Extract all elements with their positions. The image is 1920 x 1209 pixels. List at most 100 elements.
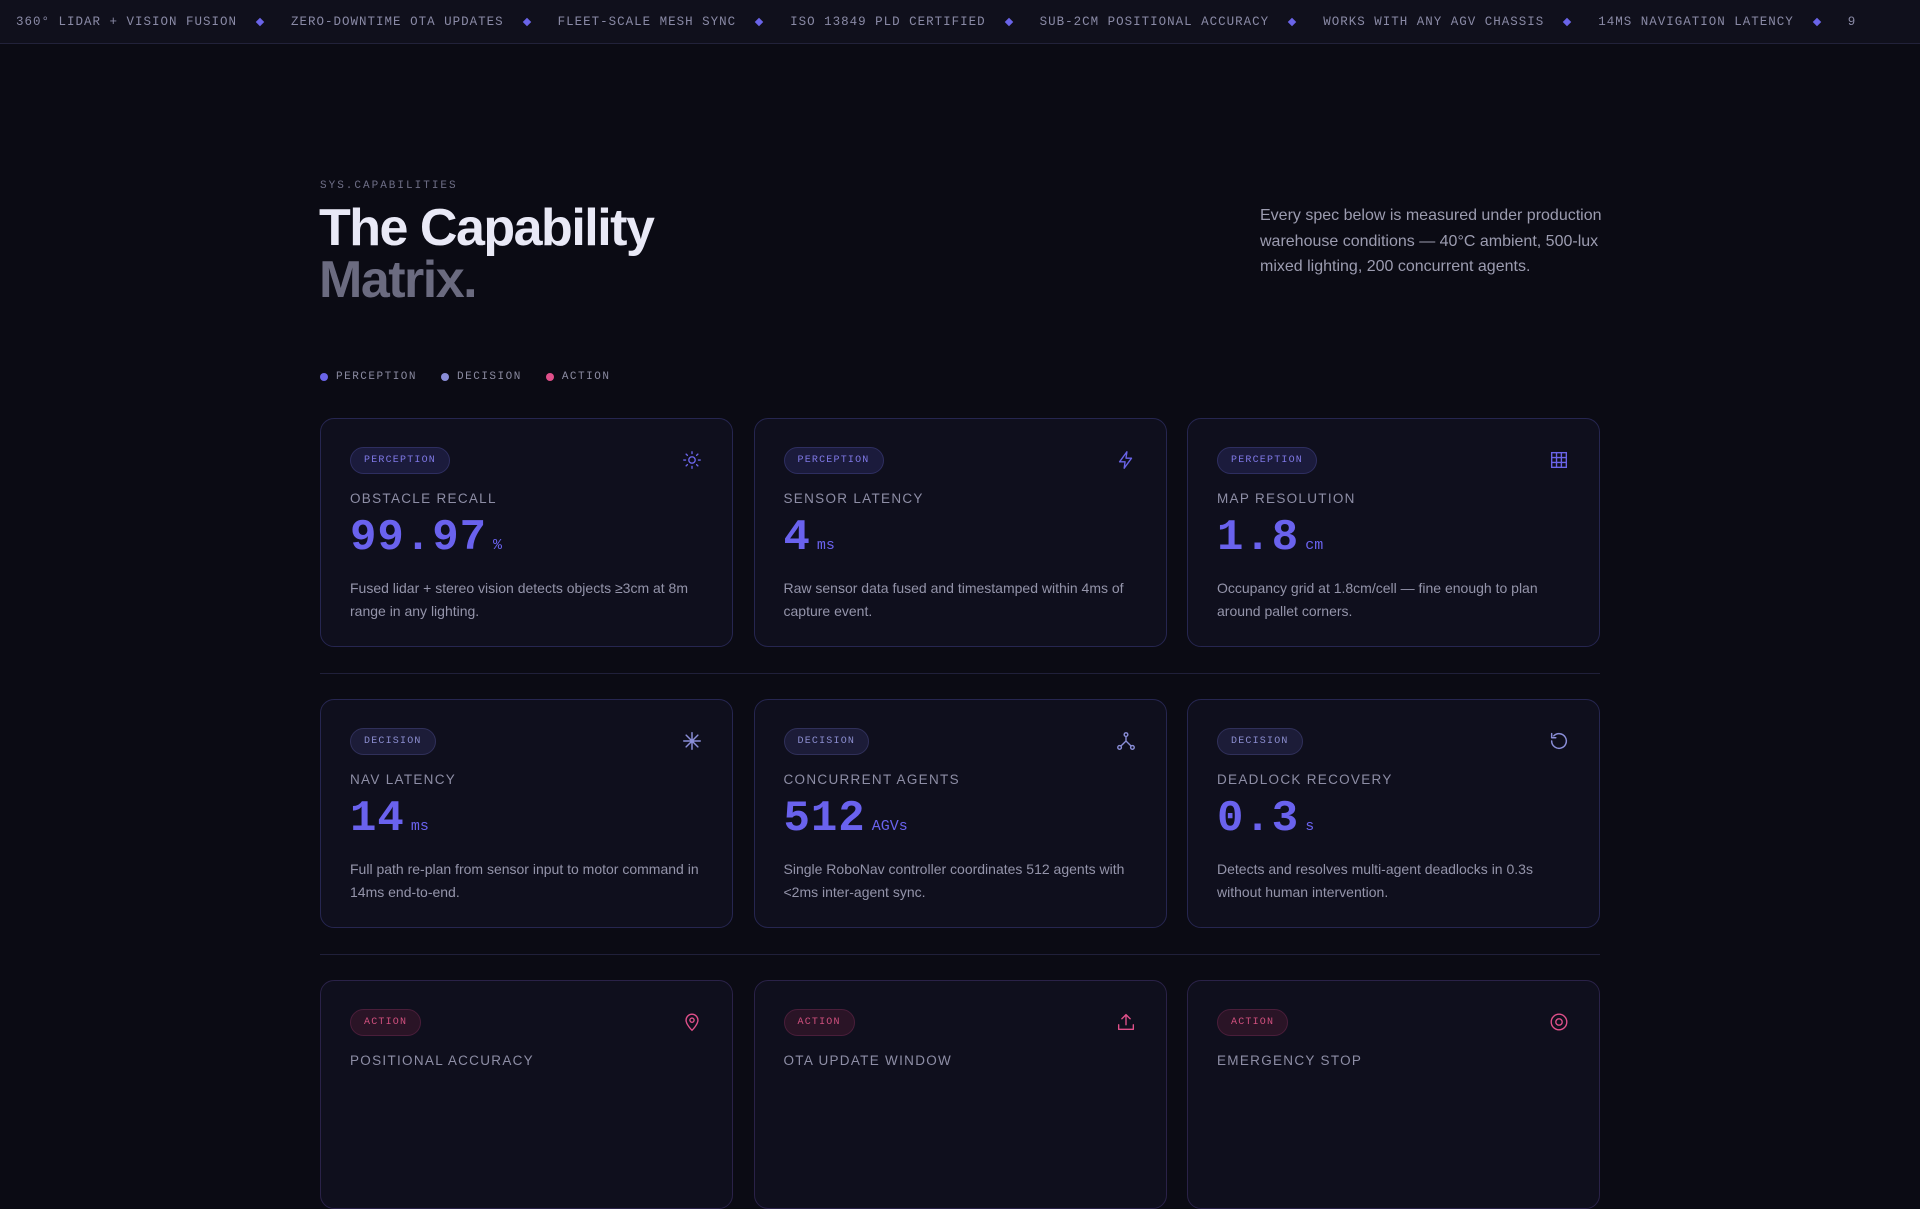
ticker-item: 14MS NAVIGATION LATENCY	[1598, 14, 1822, 29]
ticker-text: SUB-2CM POSITIONAL ACCURACY	[1039, 14, 1270, 29]
capability-card: DECISION NAV LATENCY 14 ms Full path re-p…	[320, 699, 733, 928]
capability-card: PERCEPTION SENSOR LATENCY 4 ms Raw sensor…	[753, 418, 1167, 647]
metric-unit: %	[493, 537, 503, 554]
capability-card: DECISION DEADLOCK RECOVERY 0.3 s Detects …	[1187, 699, 1600, 928]
ticker-text: 360° LIDAR + VISION FUSION	[16, 14, 238, 29]
network-icon	[1116, 732, 1135, 750]
title-line-2: Matrix.	[319, 251, 478, 309]
metric: 4 ms	[784, 513, 1137, 563]
category-badge: PERCEPTION	[783, 447, 884, 474]
ticker-text: WORKS WITH ANY AGV CHASSIS	[1323, 14, 1545, 29]
metric-description: Detects and resolves multi-agent deadloc…	[1217, 861, 1533, 900]
capability-card: ACTION POSITIONAL ACCURACY	[320, 980, 733, 1209]
ticker-item: ISO 13849 PLD CERTIFIED	[790, 14, 1013, 29]
decision-dot-icon	[441, 373, 450, 381]
metric-value: 99.97	[350, 513, 488, 563]
metric-value: 0.3	[1217, 794, 1300, 844]
refresh-icon	[1550, 732, 1568, 750]
metric-label: POSITIONAL ACCURACY	[350, 1053, 534, 1068]
metric: 1.8 cm	[1217, 513, 1570, 563]
metric-description: Full path re-plan from sensor input to m…	[350, 861, 699, 900]
diamond-icon	[1004, 17, 1013, 26]
lightning-icon	[1118, 451, 1132, 469]
diamond-icon	[255, 17, 265, 26]
legend-decision: DECISION	[441, 371, 522, 383]
metric-label: NAV LATENCY	[350, 772, 457, 787]
ticker-bar: 360° LIDAR + VISION FUSION ZERO-DOWNTIME…	[0, 0, 1920, 44]
metric-label: CONCURRENT AGENTS	[783, 772, 960, 787]
metric-description: Occupancy grid at 1.8cm/cell — fine enou…	[1217, 580, 1538, 619]
perception-dot-icon	[320, 373, 328, 381]
legend-label: DECISION	[457, 371, 522, 383]
capability-row-perception: PERCEPTION OBSTACLE RECALL 99.97% Fused …	[320, 418, 1600, 647]
section-eyebrow: SYS.CAPABILITIES	[320, 180, 458, 192]
capability-row-action: ACTION POSITIONAL ACCURACY ACTION OTA UP…	[320, 980, 1600, 1209]
metric-unit: cm	[1305, 537, 1324, 554]
metric: 512 AGVs	[784, 794, 1137, 844]
category-badge: ACTION	[350, 1009, 422, 1036]
intro-paragraph: Every spec below is measured under produ…	[1260, 207, 1602, 275]
metric-unit: s	[1305, 818, 1315, 835]
page-title: The Capability Matrix.	[319, 202, 655, 309]
category-badge: PERCEPTION	[1217, 447, 1318, 474]
legend-perception: PERCEPTION	[320, 371, 417, 383]
category-badge: DECISION	[350, 728, 436, 755]
ticker-text: 9	[1847, 14, 1857, 29]
legend-action: ACTION	[545, 371, 611, 383]
category-badge: DECISION	[783, 728, 870, 755]
category-badge: PERCEPTION	[350, 447, 451, 474]
diamond-icon	[1812, 17, 1822, 26]
ticker-item: ZERO-DOWNTIME OTA UPDATES	[291, 14, 531, 29]
metric-description: Fused lidar + stereo vision detects obje…	[350, 580, 689, 619]
diamond-icon	[1562, 17, 1572, 26]
metric-label: DEADLOCK RECOVERY	[1217, 772, 1393, 787]
capability-card: PERCEPTION MAP RESOLUTION 1.8 cm Occupanc…	[1187, 418, 1600, 647]
diamond-icon	[522, 17, 531, 26]
ticker-text: ZERO-DOWNTIME OTA UPDATES	[291, 14, 504, 29]
metric-value: 4	[783, 513, 811, 563]
action-dot-icon	[545, 373, 554, 381]
sun-icon	[683, 451, 701, 469]
capability-card: PERCEPTION OBSTACLE RECALL 99.97% Fused …	[320, 418, 733, 647]
ticker-item: 360° LIDAR + VISION FUSION	[16, 14, 265, 29]
ticker-text: 14MS NAVIGATION LATENCY	[1598, 14, 1794, 29]
metric-value: 512	[783, 794, 866, 844]
metric-label: OBSTACLE RECALL	[350, 491, 497, 506]
metric-unit: ms	[410, 818, 429, 835]
metric-label: EMERGENCY STOP	[1217, 1053, 1363, 1068]
metric: 14 ms	[350, 794, 703, 844]
metric-value: 1.8	[1217, 513, 1300, 563]
diamond-icon	[1287, 17, 1297, 26]
row-divider	[320, 954, 1600, 955]
category-legend: PERCEPTION DECISION ACTION	[320, 371, 634, 383]
ticker-text: FLEET-SCALE MESH SYNC	[557, 14, 737, 29]
capability-card: ACTION EMERGENCY STOP	[1187, 980, 1600, 1209]
metric-unit: ms	[816, 537, 835, 554]
metric-label: MAP RESOLUTION	[1217, 491, 1356, 506]
diamond-icon	[754, 17, 764, 26]
ticker-item: SUB-2CM POSITIONAL ACCURACY	[1039, 14, 1297, 29]
capability-row-decision: DECISION NAV LATENCY 14 ms Full path re-p…	[320, 699, 1600, 928]
ticker-item: FLEET-SCALE MESH SYNC	[557, 14, 764, 29]
metric-description: Raw sensor data fused and timestamped wi…	[783, 580, 1124, 619]
metric-label: SENSOR LATENCY	[783, 491, 924, 506]
row-divider	[320, 673, 1600, 674]
category-badge: DECISION	[1217, 728, 1303, 755]
ticker-text: ISO 13849 PLD CERTIFIED	[790, 14, 986, 29]
metric: 99.97%	[350, 513, 703, 563]
upload-icon	[1117, 1013, 1134, 1031]
ticker-item: WORKS WITH ANY AGV CHASSIS	[1323, 14, 1572, 29]
metric-label: OTA UPDATE WINDOW	[783, 1053, 953, 1068]
ticker-item: 9	[1848, 15, 1857, 29]
legend-label: ACTION	[561, 371, 611, 383]
metric: 0.3 s	[1217, 794, 1570, 844]
capability-card: DECISION CONCURRENT AGENTS 512 AGVs Singl…	[753, 699, 1167, 928]
category-badge: ACTION	[783, 1009, 855, 1036]
metric-description: Single RoboNav controller coordinates 51…	[783, 861, 1125, 900]
asterisk-icon	[683, 732, 701, 750]
metric-value: 14	[350, 794, 405, 844]
category-badge: ACTION	[1217, 1009, 1289, 1036]
metric-unit: AGVs	[871, 818, 908, 835]
map-pin-icon	[685, 1013, 699, 1032]
capability-card: ACTION OTA UPDATE WINDOW	[753, 980, 1167, 1209]
